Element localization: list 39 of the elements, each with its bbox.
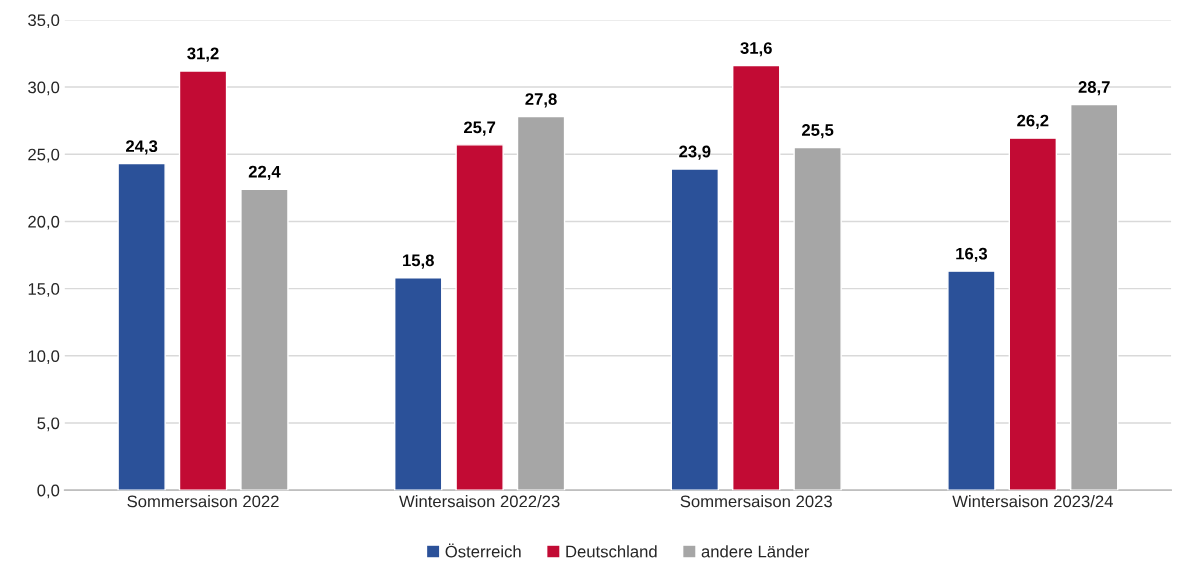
data-label: 16,3: [956, 247, 988, 262]
bar: [394, 277, 443, 491]
data-label: 23,9: [679, 145, 711, 160]
bar: [670, 168, 720, 491]
bar: [947, 270, 996, 491]
y-tick-label: 25,0: [28, 148, 60, 163]
data-label: 27,8: [525, 93, 557, 108]
x-tick-label: Sommersaison 2022: [127, 495, 279, 508]
data-label: 31,2: [187, 47, 219, 62]
bar: [178, 70, 228, 491]
y-tick-label: 20,0: [28, 215, 60, 230]
legend-label: Deutschland: [566, 545, 657, 558]
bar: [732, 64, 781, 491]
y-tick-label: 35,0: [28, 14, 60, 29]
data-label: 25,5: [801, 124, 834, 139]
data-label: 28,7: [1078, 81, 1110, 96]
y-tick-label: 0,0: [37, 484, 60, 499]
data-label: 26,2: [1017, 114, 1049, 129]
y-tick-label: 30,0: [28, 81, 60, 96]
x-tick-label: Wintersaison 2023/24: [952, 495, 1113, 508]
bar: [1008, 137, 1058, 491]
legend-label: andere Länder: [701, 545, 810, 558]
data-label: 22,4: [248, 165, 281, 180]
bar: [1070, 103, 1119, 491]
data-label: 15,8: [403, 254, 434, 269]
y-tick-label: 10,0: [28, 350, 60, 364]
legend-label: Österreich: [445, 543, 521, 558]
data-label: 24,3: [125, 140, 158, 155]
bar: [516, 115, 566, 491]
bar: [240, 188, 289, 491]
x-tick-label: Sommersaison 2023: [680, 495, 832, 508]
x-tick-label: Wintersaison 2022/23: [399, 495, 560, 508]
data-label: 31,6: [740, 42, 772, 57]
bar: [117, 162, 166, 491]
y-tick-label: 15,0: [28, 283, 60, 297]
data-label: 25,7: [463, 121, 496, 136]
bar: [455, 144, 504, 491]
y-tick-label: 5,0: [37, 417, 60, 432]
bar: [793, 146, 842, 491]
